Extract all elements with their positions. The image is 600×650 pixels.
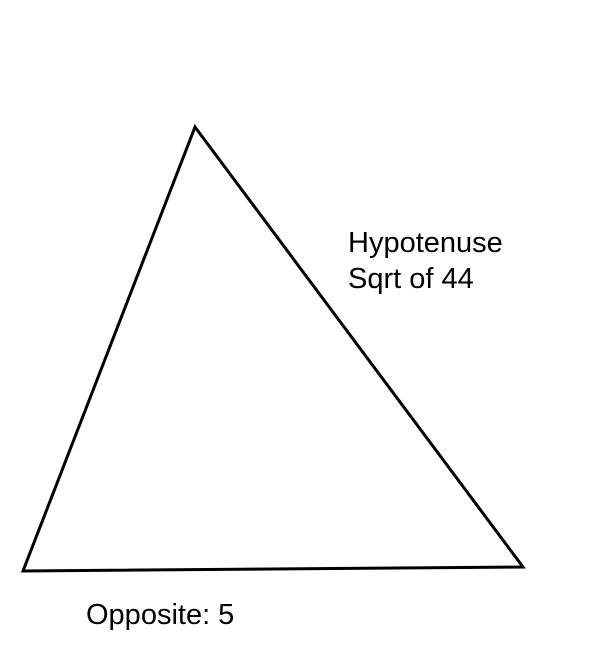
hypotenuse-value: Sqrt of 44 [348,263,474,295]
hypotenuse-label-group: Hypotenuse Sqrt of 44 [348,225,503,297]
opposite-label: Opposite: 5 [86,599,235,631]
triangle-shape [20,123,526,573]
hypotenuse-label: Hypotenuse [348,227,503,259]
